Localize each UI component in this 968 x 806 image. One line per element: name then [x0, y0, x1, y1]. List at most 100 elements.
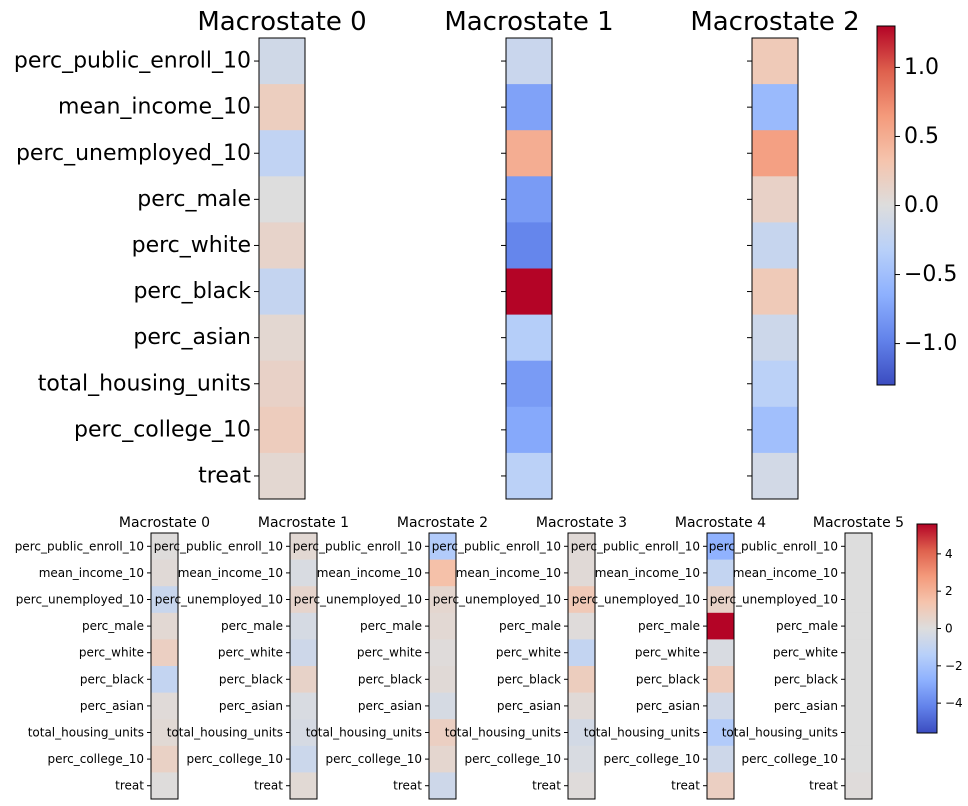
top-cell-1-3 [506, 176, 552, 223]
bottom-cell-5-8 [845, 745, 872, 773]
top-cell-1-4 [506, 222, 552, 269]
bottom-cell-2-4 [429, 639, 456, 667]
bottom-cell-4-5 [707, 666, 734, 693]
bottom-cell-2-5 [429, 666, 456, 693]
top-cell-1-9 [506, 452, 552, 500]
bottom-ylabel-3-3: perc_male [499, 619, 561, 633]
bottom-cell-3-6 [568, 692, 595, 720]
top-cell-1-7 [506, 360, 552, 408]
top-cell-1-5 [506, 268, 552, 315]
bottom-cell-0-1 [151, 559, 178, 587]
top-colorbar-label-1: 0.5 [904, 124, 939, 149]
top-frame-0 [258, 37, 306, 500]
bottom-ylabel-4-6: perc_asian [636, 699, 700, 713]
bottom-ylabel-2-1: mean_income_10 [317, 566, 422, 580]
bottom-ylabel-0-4: perc_white [79, 646, 144, 660]
bottom-cell-3-9 [568, 772, 595, 800]
bottom-cell-5-7 [845, 719, 872, 747]
top-colorbar [876, 25, 896, 386]
bottom-cell-1-4 [290, 639, 317, 667]
bottom-title-macrostate-5: Macrostate 5 [813, 515, 904, 531]
top-ylabel-0-4: perc_white [132, 233, 251, 258]
top-cell-0-4 [259, 222, 305, 269]
bottom-cell-1-6 [290, 692, 317, 720]
bottom-cell-5-3 [845, 612, 872, 640]
bottom-ylabel-2-8: perc_college_10 [325, 752, 422, 766]
bottom-cell-1-1 [290, 559, 317, 587]
bottom-title-macrostate-1: Macrostate 1 [258, 515, 349, 531]
bottom-ylabel-4-1: mean_income_10 [595, 566, 700, 580]
bottom-cell-3-4 [568, 639, 595, 667]
bottom-ylabel-4-9: treat [671, 779, 700, 793]
bottom-ylabel-2-4: perc_white [357, 646, 422, 660]
bottom-cell-2-3 [429, 612, 456, 640]
bottom-frame-4 [706, 532, 735, 800]
top-cell-1-6 [506, 314, 552, 362]
bottom-cell-3-2 [568, 586, 595, 614]
top-ylabel-0-0: perc_public_enroll_10 [14, 49, 251, 74]
top-ylabel-0-1: mean_income_10 [58, 95, 251, 120]
bottom-ylabel-1-8: perc_college_10 [186, 752, 283, 766]
bottom-ylabel-3-8: perc_college_10 [464, 752, 561, 766]
top-colorbar-label-2: 0.0 [904, 193, 939, 218]
bottom-ylabel-4-3: perc_male [638, 619, 700, 633]
bottom-cell-4-6 [707, 692, 734, 720]
bottom-cell-4-4 [707, 639, 734, 667]
bottom-ylabel-3-9: treat [532, 779, 561, 793]
bottom-cell-1-0 [290, 533, 317, 560]
top-cell-0-7 [259, 360, 305, 408]
bottom-ylabel-3-1: mean_income_10 [456, 566, 561, 580]
top-cell-2-4 [752, 222, 798, 269]
bottom-cell-0-7 [151, 719, 178, 747]
bottom-cell-5-1 [845, 559, 872, 587]
bottom-ylabel-5-7: total_housing_units [722, 726, 838, 740]
bottom-ylabel-1-6: perc_asian [219, 699, 283, 713]
bottom-cell-1-2 [290, 586, 317, 614]
bottom-ylabel-0-7: total_housing_units [28, 726, 144, 740]
bottom-ylabel-0-3: perc_male [82, 619, 144, 633]
bottom-title-macrostate-4: Macrostate 4 [675, 515, 766, 531]
bottom-frame-0 [150, 532, 179, 800]
bottom-cell-2-8 [429, 745, 456, 773]
bottom-frame-5 [844, 532, 873, 800]
bottom-cell-0-5 [151, 666, 178, 693]
top-cell-2-9 [752, 452, 798, 500]
bottom-cell-3-1 [568, 559, 595, 587]
bottom-ylabel-5-2: perc_unemployed_10 [710, 593, 838, 607]
bottom-ylabel-4-7: total_housing_units [584, 726, 700, 740]
bottom-colorbar [916, 523, 938, 734]
bottom-cell-4-2 [707, 586, 734, 614]
bottom-ylabel-1-1: mean_income_10 [178, 566, 283, 580]
bottom-ylabel-2-9: treat [393, 779, 422, 793]
bottom-cell-5-2 [845, 586, 872, 614]
bottom-cell-1-7 [290, 719, 317, 747]
top-colorbar-label-0: 1.0 [904, 55, 939, 80]
top-cell-0-0 [259, 38, 305, 85]
bottom-ylabel-1-3: perc_male [221, 619, 283, 633]
bottom-ylabel-0-8: perc_college_10 [47, 752, 144, 766]
bottom-ylabel-5-1: mean_income_10 [733, 566, 838, 580]
top-cell-0-5 [259, 268, 305, 315]
bottom-ylabel-4-5: perc_black [636, 672, 700, 686]
top-cell-2-8 [752, 406, 798, 454]
bottom-cell-2-1 [429, 559, 456, 587]
bottom-cell-3-0 [568, 533, 595, 560]
bottom-ylabel-5-5: perc_black [774, 672, 838, 686]
bottom-cell-1-9 [290, 772, 317, 800]
top-ylabel-0-9: treat [198, 463, 251, 488]
bottom-cell-4-3 [707, 612, 734, 640]
bottom-ylabel-1-4: perc_white [218, 646, 283, 660]
bottom-title-macrostate-0: Macrostate 0 [119, 515, 210, 531]
top-colorbar-label-3: −0.5 [904, 262, 957, 287]
bottom-frame-1 [289, 532, 318, 800]
top-cell-0-9 [259, 452, 305, 500]
bottom-ylabel-0-5: perc_black [80, 672, 144, 686]
bottom-frame-3 [567, 532, 596, 800]
bottom-cell-0-4 [151, 639, 178, 667]
bottom-ylabel-2-0: perc_public_enroll_10 [293, 539, 422, 553]
bottom-ylabel-5-0: perc_public_enroll_10 [709, 539, 838, 553]
top-colorbar-label-4: −1.0 [904, 331, 957, 356]
bottom-cell-4-7 [707, 719, 734, 747]
bottom-ylabel-2-5: perc_black [358, 672, 422, 686]
